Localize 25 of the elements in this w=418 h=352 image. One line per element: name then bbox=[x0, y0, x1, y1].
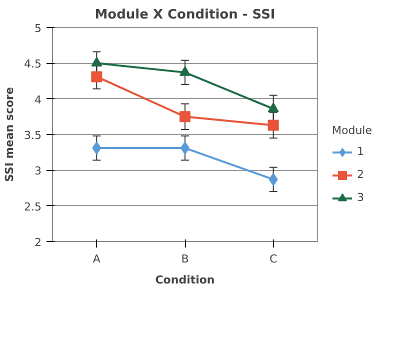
x-tick-label: C bbox=[269, 252, 278, 266]
point bbox=[268, 120, 279, 131]
legend-label: 2 bbox=[357, 168, 365, 181]
x-axis-title: Condition bbox=[155, 274, 215, 286]
x-tick-label: A bbox=[92, 252, 101, 266]
point bbox=[91, 71, 102, 82]
y-tick-label: 2.5 bbox=[24, 200, 42, 214]
point bbox=[180, 66, 190, 76]
x-tick-label: B bbox=[181, 252, 189, 266]
y-tick-label: 3.5 bbox=[24, 129, 42, 142]
y-tick-label: 2 bbox=[34, 236, 42, 249]
legend-label: 1 bbox=[357, 145, 365, 158]
point bbox=[180, 111, 190, 122]
legend-title: Module bbox=[332, 124, 373, 136]
y-tick-label: 3 bbox=[34, 164, 42, 178]
point bbox=[92, 142, 102, 155]
point bbox=[91, 56, 102, 67]
y-tick-label: 4 bbox=[34, 93, 42, 106]
point bbox=[268, 102, 279, 112]
y-tick-label: 5 bbox=[34, 22, 42, 35]
y-axis-title: SSI mean score bbox=[3, 87, 16, 182]
legend-label: 3 bbox=[357, 191, 365, 204]
point bbox=[268, 172, 278, 186]
chart-title: Module X Condition - SSI bbox=[94, 8, 276, 22]
y-tick-label: 4.5 bbox=[24, 58, 42, 71]
